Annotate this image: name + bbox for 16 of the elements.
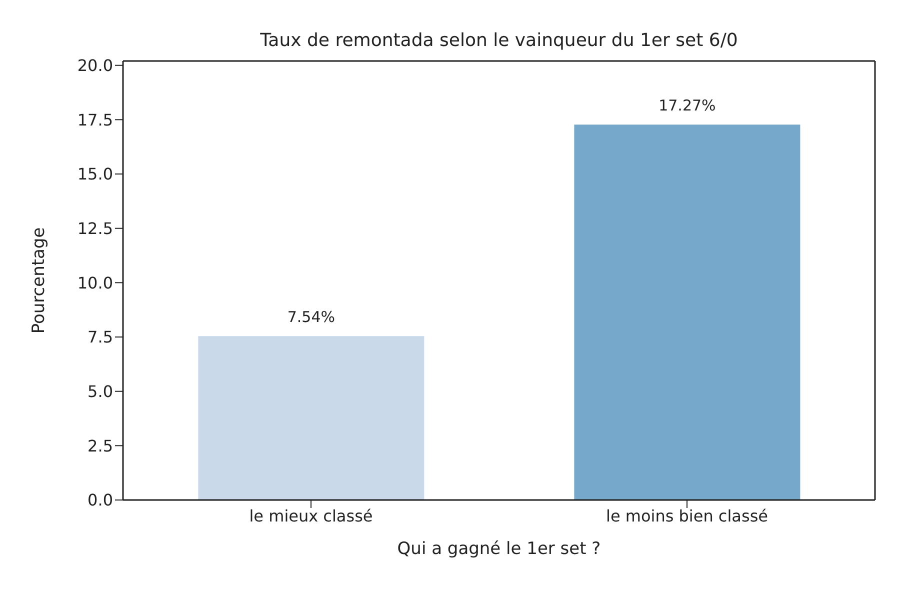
data-label: 7.54% xyxy=(287,308,336,326)
y-tick-label: 0.0 xyxy=(88,490,113,510)
y-tick-label: 2.5 xyxy=(88,436,113,456)
x-tick-label: le mieux classé xyxy=(249,506,373,526)
data-label: 17.27% xyxy=(658,96,716,115)
y-tick-label: 10.0 xyxy=(77,273,113,292)
y-tick-label: 15.0 xyxy=(77,164,113,184)
y-tick-label: 12.5 xyxy=(77,219,113,238)
y-tick-label: 20.0 xyxy=(77,56,113,76)
chart-title: Taux de remontada selon le vainqueur du 1er set 6/0 xyxy=(259,30,739,51)
y-axis-title: Pourcentage xyxy=(29,227,50,334)
y-tick-label: 7.5 xyxy=(88,328,113,347)
y-tick-label: 5.0 xyxy=(88,382,113,402)
x-axis-title: Qui a gagné le 1er set ? xyxy=(397,539,601,559)
y-tick-label: 17.5 xyxy=(77,110,113,130)
x-tick-label: le moins bien classé xyxy=(606,506,768,526)
